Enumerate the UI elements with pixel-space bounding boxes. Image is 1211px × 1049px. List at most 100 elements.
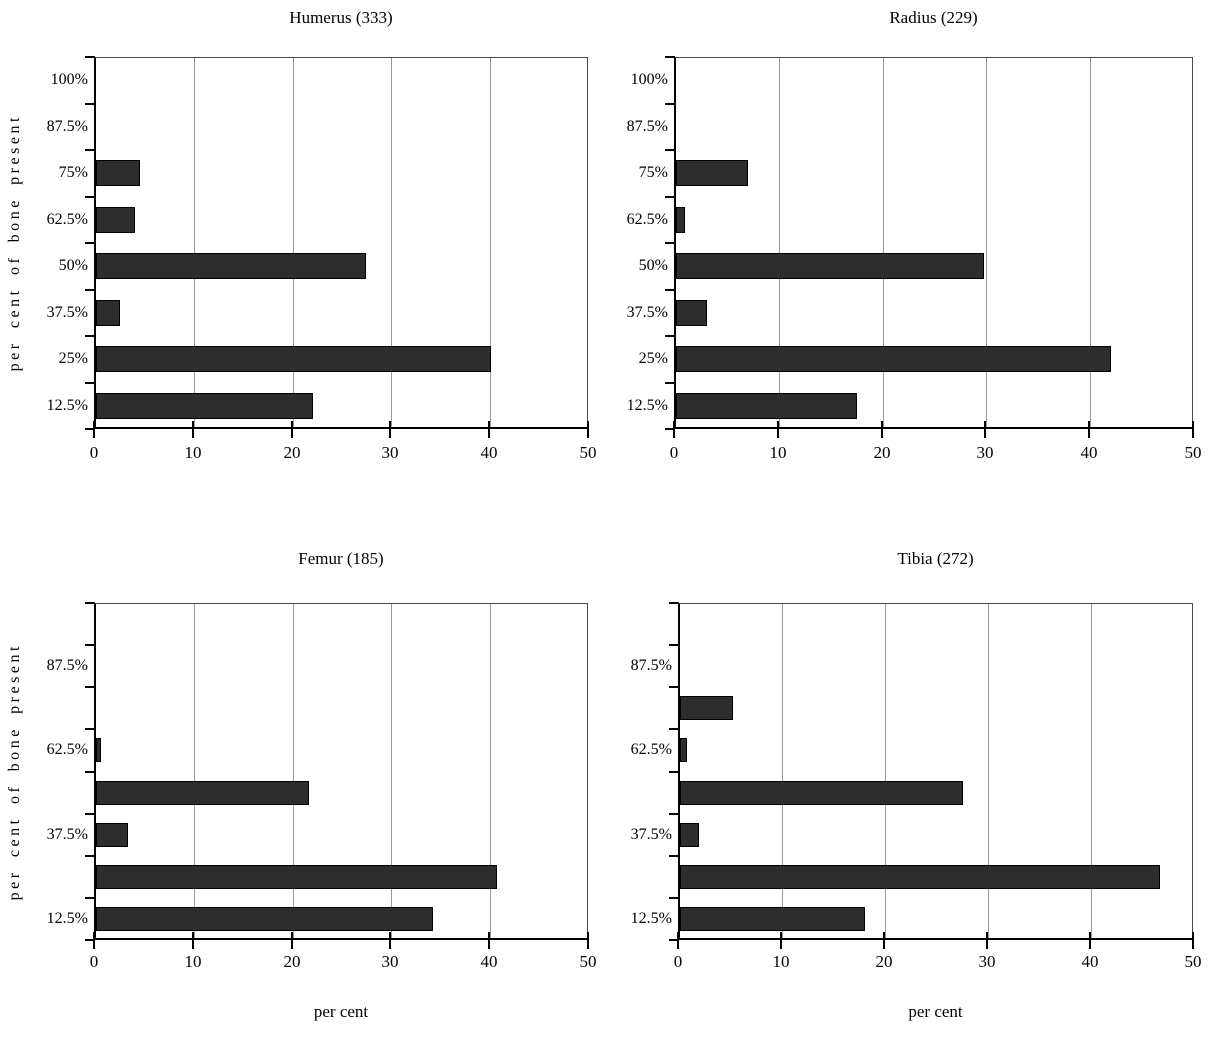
bar <box>96 823 128 847</box>
x-tick-mark <box>389 421 391 438</box>
y-tick-mark <box>85 855 95 857</box>
y-tick-mark <box>85 382 95 384</box>
x-tick-mark <box>291 421 293 438</box>
gridline <box>1090 58 1091 427</box>
x-tick-mark <box>488 421 490 438</box>
bar <box>676 300 707 326</box>
gridline <box>293 604 294 938</box>
gridline <box>490 604 491 938</box>
gridline <box>391 604 392 938</box>
gridline <box>293 58 294 427</box>
y-tick-mark <box>665 56 675 58</box>
x-tick-mark <box>192 421 194 438</box>
x-tick-label: 40 <box>480 443 498 462</box>
bar <box>96 781 309 805</box>
y-tick-mark <box>665 382 675 384</box>
x-tick-mark <box>780 932 782 949</box>
chart-humerus: Humerus (333) 12.5% 25% 37.5% 50% 62.5% 75% 87.… <box>0 0 606 524</box>
y-tick-label: 12.5% <box>626 397 668 414</box>
plot-area <box>678 603 1193 940</box>
x-tick-mark <box>587 421 589 438</box>
y-tick-label: 62.5% <box>46 211 88 228</box>
y-tick-label: 37.5% <box>626 304 668 321</box>
y-tick-label: 75% <box>638 164 668 181</box>
y-tick-mark <box>669 939 679 941</box>
y-tick-mark <box>669 813 679 815</box>
y-tick-mark <box>85 939 95 941</box>
x-tick-mark <box>883 932 885 949</box>
x-tick-label: 20 <box>283 952 301 971</box>
gridline <box>779 58 780 427</box>
y-tick-mark <box>85 728 95 730</box>
x-tick-label: 50 <box>579 443 597 462</box>
y-tick-mark <box>85 686 95 688</box>
x-tick-label: 40 <box>480 952 498 971</box>
bar <box>676 346 1111 372</box>
y-tick-mark <box>665 149 675 151</box>
chart-tibia: Tibia (272) 12.5% 37.5% 62.5% 87.5% 0 10 20 30 40… <box>605 525 1211 1049</box>
y-tick-mark <box>669 686 679 688</box>
gridline <box>490 58 491 427</box>
y-tick-mark <box>669 771 679 773</box>
y-tick-label: 25% <box>58 350 88 367</box>
y-tick-mark <box>85 771 95 773</box>
y-tick-label: 12.5% <box>630 910 672 927</box>
y-tick-mark <box>85 644 95 646</box>
y-tick-mark <box>85 428 95 430</box>
gridline <box>194 604 195 938</box>
x-tick-label: 20 <box>283 443 301 462</box>
x-axis-title: per cent <box>313 1002 369 1021</box>
gridline <box>988 604 989 938</box>
x-tick-mark <box>986 932 988 949</box>
x-tick-mark <box>93 932 95 949</box>
x-tick-label: 30 <box>976 443 994 462</box>
x-tick-mark <box>192 932 194 949</box>
y-tick-label: 50% <box>638 257 668 274</box>
x-tick-label: 50 <box>1184 443 1202 462</box>
y-tick-mark <box>85 335 95 337</box>
y-tick-mark <box>665 335 675 337</box>
y-tick-mark <box>665 103 675 105</box>
y-tick-label: 37.5% <box>46 826 88 843</box>
x-tick-mark <box>677 932 679 949</box>
y-tick-label: 62.5% <box>630 741 672 758</box>
plot-area <box>94 603 588 940</box>
y-tick-label: 62.5% <box>46 741 88 758</box>
y-tick-mark <box>85 602 95 604</box>
chart-femur: Femur (185) 12.5% 37.5% 62.5% 87.5% 0 10 20 30 40… <box>0 525 606 1049</box>
x-tick-mark <box>291 932 293 949</box>
x-tick-mark <box>1088 421 1090 438</box>
x-tick-mark <box>1192 932 1194 949</box>
bar <box>680 907 865 931</box>
chart-title: Humerus (333) <box>289 8 393 27</box>
bar <box>676 253 984 279</box>
bar <box>680 781 963 805</box>
x-tick-mark <box>389 932 391 949</box>
y-tick-mark <box>85 813 95 815</box>
y-tick-label: 100% <box>630 71 668 88</box>
x-tick-label: 30 <box>978 952 996 971</box>
bar <box>680 696 733 720</box>
y-tick-mark <box>85 196 95 198</box>
bar <box>680 823 699 847</box>
bar <box>676 393 857 419</box>
x-tick-mark <box>777 421 779 438</box>
x-tick-label: 10 <box>184 443 202 462</box>
y-tick-mark <box>665 196 675 198</box>
bar <box>96 907 433 931</box>
y-axis-title: per cent of bone present <box>2 57 28 429</box>
x-tick-mark <box>93 421 95 438</box>
x-tick-label: 30 <box>381 443 399 462</box>
bar <box>96 738 101 762</box>
y-tick-mark <box>669 644 679 646</box>
plot-area <box>674 57 1193 429</box>
y-tick-label: 87.5% <box>46 657 88 674</box>
x-tick-label: 0 <box>89 952 99 971</box>
y-axis-title: per cent of bone present <box>2 603 28 940</box>
bar <box>680 738 687 762</box>
y-tick-label: 12.5% <box>46 910 88 927</box>
y-tick-mark <box>85 103 95 105</box>
y-tick-mark <box>669 897 679 899</box>
x-tick-label: 0 <box>669 443 679 462</box>
x-tick-mark <box>1192 421 1194 438</box>
